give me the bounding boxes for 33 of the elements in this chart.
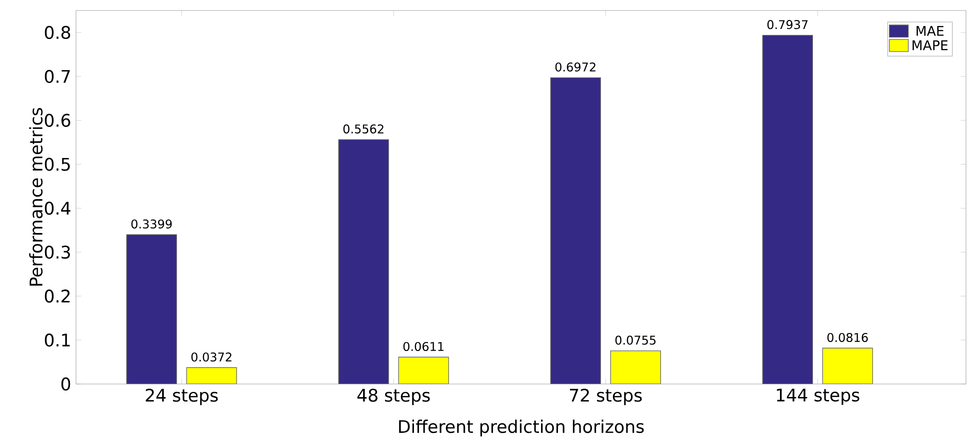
legend-label: MAE [916, 26, 944, 36]
y-tick-label: 0.1 [44, 333, 70, 347]
bar [186, 367, 237, 384]
y-tick-label: 0.2 [44, 290, 70, 303]
x-tick-label: 24 steps [146, 388, 218, 406]
y-tick-label: 0 [61, 377, 70, 391]
bar [126, 234, 177, 384]
y-tick-label: 0.8 [44, 26, 70, 40]
y-tick-label: 0.7 [44, 70, 70, 83]
data-label: 0.0611 [403, 342, 444, 352]
y-axis-title: Performance metrics [29, 108, 43, 286]
data-label: 0.0372 [191, 352, 232, 362]
data-label: 0.6972 [555, 62, 596, 72]
bar [550, 77, 601, 384]
y-tick-label: 0.5 [44, 158, 70, 171]
bar [398, 356, 449, 384]
bar [610, 350, 661, 384]
bar [762, 34, 813, 384]
x-tick-label: 48 steps [357, 388, 430, 406]
y-tick-label: 0.6 [44, 114, 70, 127]
data-label: 0.5562 [343, 124, 384, 134]
data-label: 0.0816 [827, 332, 868, 342]
x-tick-label: 144 steps [776, 388, 860, 405]
legend-label: MAPE [912, 40, 948, 50]
x-axis-title: Different prediction horizons [399, 420, 644, 436]
x-tick-label: 72 steps [570, 388, 642, 406]
bar [822, 348, 873, 384]
y-tick-label: 0.3 [44, 246, 70, 259]
data-label: 0.0755 [615, 336, 656, 345]
data-label: 0.3399 [131, 219, 172, 229]
bar [338, 139, 389, 384]
y-tick-label: 0.4 [44, 202, 70, 215]
data-label: 0.7937 [767, 20, 808, 30]
